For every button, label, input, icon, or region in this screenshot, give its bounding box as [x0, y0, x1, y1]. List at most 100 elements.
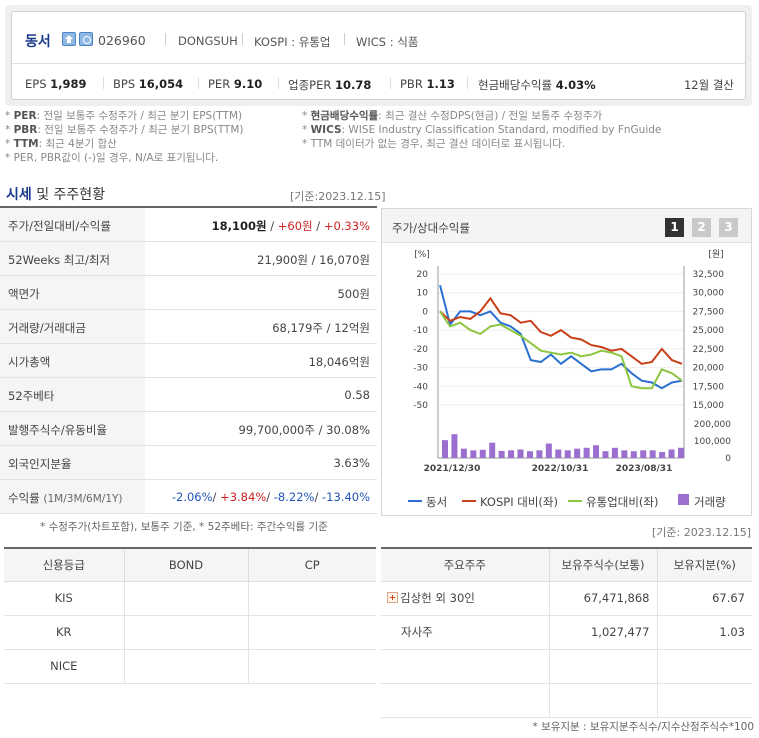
volume-bar	[498, 450, 505, 458]
shares-value: 99,700,000주 / 30.08%	[238, 423, 370, 437]
holder-pct-cell	[656, 649, 752, 684]
legend-swatch	[462, 500, 476, 502]
table-row: 수익률 (1M/3M/6M/1Y) -2.06%/ +3.84%/ -8.22%…	[0, 480, 377, 514]
holder-pct-cell: 1.03	[656, 615, 752, 650]
col-header: 신용등급	[4, 548, 124, 582]
metric-industry-per: 업종PER 10.78	[288, 78, 372, 92]
chart-canvas: [%] [원] 20 10 0 -10 -20 -30 -40 -50 32,500 30,000 27…	[413, 249, 731, 474]
left-tick-label: 10	[417, 289, 429, 299]
col-header: BOND	[123, 548, 248, 582]
corp-code: 026960	[98, 33, 146, 48]
row-label: 외국인지분율	[0, 446, 145, 479]
volume-bar	[555, 449, 562, 458]
left-tick-label: -50	[413, 401, 428, 411]
chart-panel: 주가/상대수익률 1 2 3 [%] [원] 20 10 0 -10 -20 -30 -40 -5…	[381, 208, 752, 516]
x-tick-label: 2023/08/31	[616, 464, 673, 474]
right-tick-label: 15,000	[693, 401, 725, 411]
par-value: 500원	[337, 287, 370, 301]
section-title: 시세 및 주주현황	[6, 187, 106, 203]
wics-info: WICS : 식품	[356, 35, 419, 49]
volume-tick-label: 0	[725, 454, 731, 464]
x-tick-label: 2021/12/30	[424, 464, 481, 474]
corp-eng-name: DONGSUH	[178, 34, 238, 48]
corp-header-card: 동서 026960 DONGSUH KOSPI : 유통업 WICS : 식품 …	[11, 11, 746, 100]
left-tick-label: -40	[413, 382, 428, 392]
holder-name-cell	[381, 683, 549, 718]
corp-header: 동서 026960 DONGSUH KOSPI : 유통업 WICS : 식품 …	[5, 5, 752, 106]
col-header: 보유주식수(보통)	[548, 548, 657, 582]
table-row: 액면가 500원	[0, 276, 377, 310]
table-row	[381, 649, 752, 684]
table-row: 시가총액 18,046억원	[0, 344, 377, 378]
chart-header: 주가/상대수익률 1 2 3	[382, 209, 751, 243]
table-row: 주가/전일대비/수익률 18,100원 / +60원 / +0.33%	[0, 208, 377, 242]
volume-bar	[526, 451, 533, 458]
volume-bar	[489, 442, 496, 458]
holder-date: [기준: 2023.12.15]	[652, 526, 752, 539]
table-row[interactable]: 김상헌 외 30인 67,471,868 67.67	[381, 581, 752, 616]
metric-per: PER 9.10	[208, 77, 263, 91]
series-line	[439, 284, 683, 390]
legend-swatch	[568, 500, 582, 502]
credit-rating-table: 신용등급 BOND CP KIS KR NICE	[4, 547, 376, 684]
right-tick-label: 25,000	[693, 326, 725, 336]
right-tick-label: 17,500	[693, 382, 725, 392]
foreign-ratio-value: 3.63%	[333, 456, 370, 470]
holder-shares-cell	[548, 649, 657, 684]
right-tick-label: 27,500	[693, 307, 725, 317]
volume-bar	[508, 450, 515, 458]
divider	[165, 33, 166, 45]
returns-value: -2.06%/ +3.84%/ -8.22%/ -13.40%	[171, 490, 370, 504]
divider	[467, 77, 468, 89]
right-tick-label: 32,500	[693, 270, 725, 280]
expand-icon[interactable]	[387, 592, 398, 603]
divider	[344, 33, 345, 45]
volume-bar	[479, 449, 486, 458]
home-icon[interactable]	[62, 32, 76, 46]
volume-bar	[602, 451, 609, 458]
ir-icon[interactable]	[79, 32, 93, 46]
divider	[390, 77, 391, 89]
table-row: 거래량/거래대금 68,179주 / 12억원	[0, 310, 377, 344]
cp-cell	[247, 581, 376, 616]
table-row: 52주베타 0.58	[0, 378, 377, 412]
volume-bar	[470, 450, 477, 458]
holder-name-cell	[381, 649, 549, 684]
note-pbr: * PBR: 전일 보통주 수정주가 / 최근 분기 BPS(TTM)	[5, 124, 244, 136]
agency-cell: KR	[4, 615, 124, 650]
volume-tick-label: 100,000	[694, 437, 731, 447]
row-label: 발행주식수/유동비율	[0, 412, 145, 445]
right-tick-label: 20,000	[693, 364, 725, 374]
row-label: 거래량/거래대금	[0, 310, 145, 343]
bond-cell	[123, 615, 248, 650]
volume-bar	[574, 448, 581, 458]
row-label: 52주베타	[0, 378, 145, 411]
legend-item: KOSPI 대비(좌)	[480, 495, 558, 509]
left-axis-unit: [%]	[414, 250, 430, 260]
table-row: 발행주식수/유동비율 99,700,000주 / 30.08%	[0, 412, 377, 446]
holder-name-cell[interactable]: 김상헌 외 30인	[381, 581, 549, 616]
col-header: 보유지분(%)	[656, 548, 752, 582]
corp-header-top: 동서 026960 DONGSUH KOSPI : 유통업 WICS : 식품	[12, 12, 745, 64]
holder-shares-cell: 67,471,868	[548, 581, 657, 616]
table-row: 52Weeks 최고/최저 21,900원 / 16,070원	[0, 242, 377, 276]
chart-tab-2[interactable]: 2	[692, 218, 711, 237]
legend-item: 동서	[426, 495, 448, 509]
corp-name[interactable]: 동서	[25, 34, 51, 50]
volume-bar	[678, 447, 684, 458]
market-cap-value: 18,046억원	[308, 355, 370, 369]
row-label: 액면가	[0, 276, 145, 309]
volume-value: 68,179주 / 12억원	[272, 321, 370, 335]
left-tick-label: -20	[413, 345, 428, 355]
volume-bar	[668, 449, 675, 458]
volume-bar	[545, 443, 552, 458]
row-label: 52Weeks 최고/최저	[0, 242, 145, 275]
volume-bar	[442, 440, 448, 458]
metric-dividend-yield: 현금배당수익률 4.03%	[478, 78, 596, 92]
bond-cell	[123, 581, 248, 616]
volume-bar	[583, 447, 590, 458]
chart-tab-3[interactable]: 3	[719, 218, 738, 237]
chart-tab-1[interactable]: 1	[665, 218, 684, 237]
left-tick-label: 20	[417, 270, 429, 280]
quote-table: 주가/전일대비/수익률 18,100원 / +60원 / +0.33% 52We…	[0, 206, 377, 514]
